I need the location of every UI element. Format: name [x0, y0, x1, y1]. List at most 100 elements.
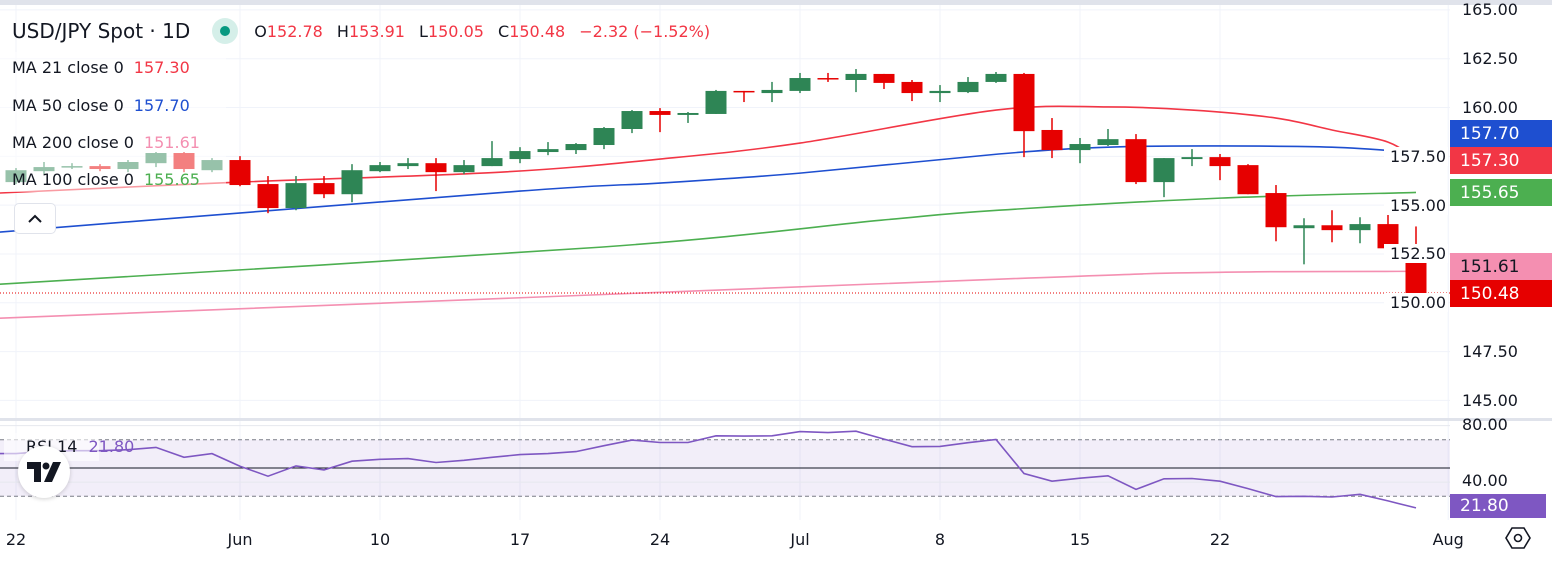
candle-body — [649, 111, 671, 115]
candle — [761, 81, 783, 103]
candle — [1405, 226, 1427, 302]
price-tick-label: 145.00 — [1462, 390, 1518, 410]
price-tick-label: 160.00 — [1462, 98, 1518, 118]
candle — [817, 72, 839, 82]
candle — [453, 160, 475, 175]
time-tick-label: 22 — [1209, 530, 1231, 549]
symbol-title[interactable]: USD/JPY Spot · 1D — [12, 19, 191, 43]
tradingview-logo-icon — [27, 462, 61, 482]
candle — [1209, 153, 1231, 181]
open-value: 152.78 — [266, 21, 323, 41]
candle-body — [537, 149, 559, 153]
time-tick-label: Aug — [1432, 530, 1464, 549]
change-value: −2.32 (−1.52%) — [579, 21, 711, 41]
candle-body — [1377, 224, 1399, 249]
candle-body — [621, 111, 643, 129]
top-border — [0, 0, 1552, 5]
market-status-icon[interactable] — [212, 18, 239, 44]
candle — [985, 71, 1007, 83]
legend-ma100-value: 155.65 — [143, 170, 200, 189]
candle-body — [817, 78, 839, 80]
price-tick-label: 157.50 — [1384, 146, 1448, 166]
time-tick-label: 10 — [369, 530, 391, 549]
legend-ma21[interactable]: MA 21 close 0 157.30 — [12, 58, 190, 77]
legend-ma200[interactable]: MA 200 close 0 151.61 — [12, 133, 200, 152]
candle — [565, 143, 587, 154]
candle-body — [1181, 157, 1203, 160]
candle-body — [733, 90, 755, 93]
candle-body — [1069, 144, 1091, 151]
candle-body — [873, 73, 895, 83]
candle — [313, 176, 335, 199]
candle — [649, 108, 671, 133]
candle-body — [957, 81, 979, 93]
candle — [845, 69, 867, 93]
candle — [1293, 218, 1315, 265]
price-tick-label: 155.00 — [1384, 195, 1448, 215]
candle — [425, 158, 447, 192]
candle-body — [1209, 157, 1231, 167]
ma50-line — [0, 145, 1417, 233]
legend-ma100[interactable]: MA 100 close 0 155.65 — [12, 170, 200, 189]
candle — [397, 158, 419, 170]
candle — [593, 127, 615, 150]
time-tick-label: 8 — [934, 530, 946, 549]
legend-ma200-value: 151.61 — [143, 133, 200, 152]
tradingview-logo[interactable] — [18, 446, 70, 498]
candle-body — [1293, 225, 1315, 229]
candle-body — [453, 165, 475, 173]
time-tick-label: 24 — [649, 530, 671, 549]
candle-body — [1265, 193, 1287, 228]
candle-body — [481, 158, 503, 167]
candle — [1041, 118, 1063, 159]
ma21-price-badge: 157.30 — [1450, 147, 1552, 174]
last-price-badge: 150.48 — [1450, 280, 1552, 307]
candle-body — [565, 144, 587, 151]
candle-body — [1097, 139, 1119, 146]
rsi-legend-value: 21.80 — [88, 437, 135, 456]
collapse-legend-button[interactable] — [14, 203, 56, 234]
candle-body — [369, 165, 391, 172]
candle-body — [845, 73, 867, 80]
legend-ma21-label: MA 21 close 0 — [12, 58, 124, 77]
close-value: 150.48 — [509, 21, 566, 41]
candle — [621, 110, 643, 134]
candle — [229, 156, 251, 187]
legend-backdrop — [0, 52, 226, 192]
candle — [789, 72, 811, 94]
close-label: C — [498, 21, 510, 41]
legend-ma200-label: MA 200 close 0 — [12, 133, 134, 152]
candle-body — [1125, 139, 1147, 183]
legend-ma50-label: MA 50 close 0 — [12, 96, 124, 115]
candle-body — [509, 151, 531, 160]
candle — [733, 90, 755, 103]
candle-body — [901, 81, 923, 94]
pane-separator[interactable] — [0, 418, 1552, 421]
candle-body — [593, 128, 615, 146]
candle-body — [257, 184, 279, 209]
high-label: H — [336, 21, 349, 41]
candle-body — [677, 112, 699, 115]
candle — [1321, 210, 1343, 243]
candle — [677, 112, 699, 123]
candle-body — [285, 183, 307, 209]
candle — [929, 85, 951, 103]
candle-body — [229, 160, 251, 186]
candle — [1125, 134, 1147, 185]
candle-body — [313, 183, 335, 195]
candle — [1265, 185, 1287, 242]
chart-settings-button[interactable] — [1505, 526, 1531, 550]
candle-body — [425, 163, 447, 173]
candle-body — [761, 89, 783, 94]
candle-body — [397, 163, 419, 167]
ma100-price-badge: 155.65 — [1450, 179, 1552, 206]
candle-body — [929, 90, 951, 94]
candle — [1349, 217, 1371, 244]
candle — [285, 176, 307, 211]
candle — [341, 164, 363, 203]
candle — [873, 73, 895, 89]
legend-ma50[interactable]: MA 50 close 0 157.70 — [12, 96, 190, 115]
time-tick-label: Jun — [227, 530, 253, 549]
